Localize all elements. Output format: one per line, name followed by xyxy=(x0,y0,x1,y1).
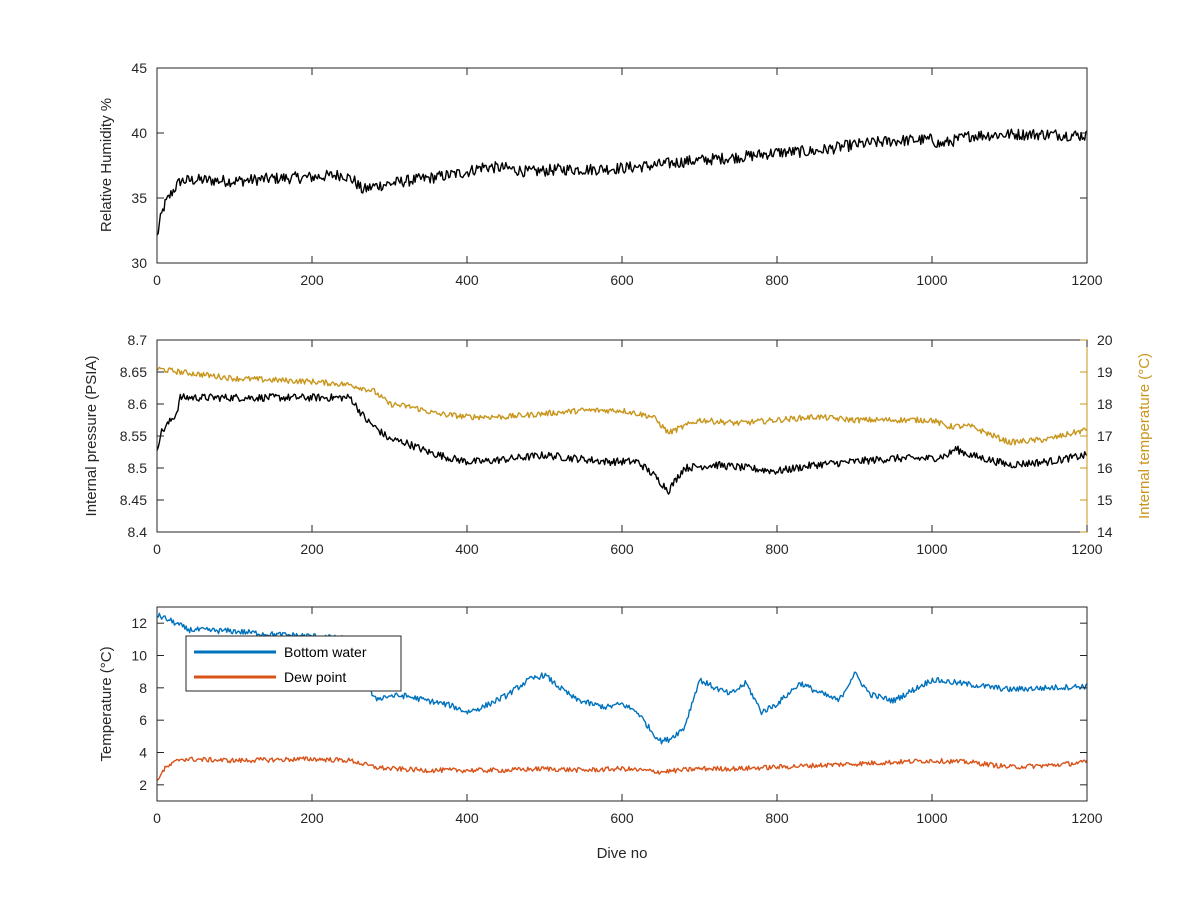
pressure-ytick-label: 8.55 xyxy=(120,428,147,444)
temperature-ytick-label: 10 xyxy=(131,648,147,664)
humidity-xtick-label: 400 xyxy=(455,272,479,288)
humidity-xtick-label: 0 xyxy=(153,272,161,288)
pressure-xtick-label: 600 xyxy=(610,541,634,557)
temperature-xtick-label: 200 xyxy=(300,810,324,826)
temperature-panel: 0 200 400 600 800 1000 1200 2 4 6 8 10 12 Temperatu… xyxy=(98,606,1103,862)
legend-label-dew-point: Dew point xyxy=(284,669,346,685)
pressure-ytick-label: 8.5 xyxy=(128,460,148,476)
pressure-y2tick-label: 20 xyxy=(1097,332,1113,348)
temperature-xtick-label: 0 xyxy=(153,810,161,826)
humidity-panel: 0 200 400 600 800 1000 1200 30 35 40 45 Relative … xyxy=(98,60,1103,288)
pressure-xtick-label: 400 xyxy=(455,541,479,557)
legend: Bottom water Dew point xyxy=(185,635,402,692)
temperature-xlabel: Dive no xyxy=(597,845,648,862)
pressure-xtick-label: 200 xyxy=(300,541,324,557)
pressure-y2tick-label: 14 xyxy=(1097,524,1113,540)
humidity-ytick-label: 30 xyxy=(131,255,147,271)
humidity-xtick-label: 800 xyxy=(765,272,789,288)
temperature-line-dew-point xyxy=(156,756,1088,781)
humidity-ylabel: Relative Humidity % xyxy=(98,98,115,232)
pressure-y2tick-label: 16 xyxy=(1097,460,1113,476)
humidity-ytick-label: 40 xyxy=(131,125,147,141)
temperature-ytick-label: 12 xyxy=(131,615,147,631)
pressure-xtick-label: 1000 xyxy=(916,541,947,557)
pressure-panel: 0 200 400 600 800 1000 1200 8.4 8.45 8.5 8.55 8.6 8… xyxy=(83,332,1153,557)
temperature-ytick-label: 2 xyxy=(139,777,147,793)
temperature-xtick-label: 1200 xyxy=(1071,810,1102,826)
temperature-xtick-label: 600 xyxy=(610,810,634,826)
legend-box xyxy=(185,635,402,692)
pressure-y2tick-label: 15 xyxy=(1097,492,1113,508)
temperature-xtick-label: 1000 xyxy=(916,810,947,826)
pressure-xtick-label: 1200 xyxy=(1071,541,1102,557)
pressure-xtick-label: 800 xyxy=(765,541,789,557)
pressure-y2tick-label: 19 xyxy=(1097,364,1113,380)
pressure-y2tick-label: 17 xyxy=(1097,428,1113,444)
temperature-ytick-label: 8 xyxy=(139,680,147,696)
pressure-ytick-label: 8.45 xyxy=(120,492,147,508)
humidity-line-series-1 xyxy=(156,128,1088,236)
temperature-ytick-label: 4 xyxy=(139,745,147,761)
pressure-ytick-label: 8.4 xyxy=(128,524,148,540)
humidity-xtick-label: 600 xyxy=(610,272,634,288)
humidity-xtick-label: 1000 xyxy=(916,272,947,288)
legend-label-bottom-water: Bottom water xyxy=(284,644,367,660)
pressure-xtick-label: 0 xyxy=(153,541,161,557)
humidity-ytick-label: 35 xyxy=(131,190,147,206)
temperature-xtick-label: 400 xyxy=(455,810,479,826)
pressure-ytick-label: 8.6 xyxy=(128,396,148,412)
humidity-xtick-label: 1200 xyxy=(1071,272,1102,288)
pressure-ylabel: Internal pressure (PSIA) xyxy=(83,356,100,517)
pressure-line-series-2 xyxy=(156,366,1088,446)
pressure-y2tick-label: 18 xyxy=(1097,396,1113,412)
pressure-line-series-1 xyxy=(156,393,1088,495)
humidity-ytick-label: 45 xyxy=(131,60,147,76)
pressure-ytick-label: 8.65 xyxy=(120,364,147,380)
pressure-ytick-label: 8.7 xyxy=(128,332,148,348)
temperature-xtick-label: 800 xyxy=(765,810,789,826)
temperature-ytick-label: 6 xyxy=(139,712,147,728)
temperature-ylabel: Temperature (°C) xyxy=(98,646,115,761)
pressure-plot-area xyxy=(157,340,1087,532)
humidity-xtick-label: 200 xyxy=(300,272,324,288)
temperature-y2label: Internal temperature (°C) xyxy=(1136,353,1153,519)
